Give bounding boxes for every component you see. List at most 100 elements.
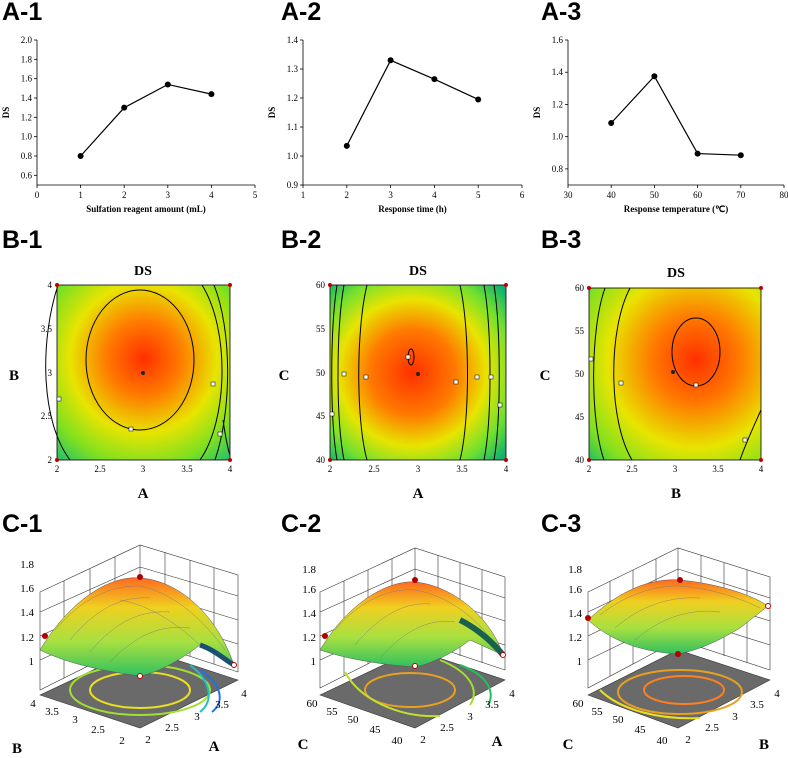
- z-tick-label: 1.4: [20, 607, 34, 619]
- x-tick-label: 3: [194, 711, 200, 723]
- design-point: [677, 577, 683, 583]
- data-point: [651, 73, 658, 80]
- y-tick-label: 0.8: [21, 151, 33, 161]
- y-axis-label-b2: C: [279, 368, 290, 384]
- x-tick-label: 4: [432, 190, 437, 200]
- x-tick-label: 2.5: [368, 464, 380, 474]
- corner-point: [759, 286, 763, 290]
- y-tick-label: 45: [370, 724, 382, 736]
- corner-point: [504, 458, 508, 462]
- y-tick-label: 2: [119, 735, 125, 747]
- y-tick-label: 45: [316, 411, 326, 421]
- design-point: [137, 673, 143, 679]
- design-point: [137, 574, 143, 580]
- contour-marker: [210, 381, 216, 387]
- y-axis-label-a2: DS: [267, 107, 277, 119]
- y-tick-label: 3: [48, 368, 53, 378]
- z-tick-label: 1.4: [302, 608, 316, 620]
- series-line-a3: [610, 75, 741, 156]
- contour-marker: [588, 356, 594, 362]
- surface-low-edge: [458, 617, 506, 657]
- y-tick-label: 2: [48, 455, 53, 465]
- y-axis-label-c2: C: [298, 737, 309, 753]
- contour-marker: [128, 426, 134, 432]
- contour-plot-b3: DS 2 2.5 3 3.5 4 40 45 50 55 60: [540, 266, 764, 502]
- contour-title-b1: DS: [134, 264, 152, 279]
- y-tick-label: 1.4: [287, 35, 299, 45]
- contour-plot-b1: DS 2 2.5 3 3.5 4 2 2.5 3 3.5 4: [9, 264, 233, 502]
- y-tick-label: 1.0: [552, 132, 564, 142]
- y-tick-label: 0.9: [287, 180, 299, 190]
- z-tick-label: 1.2: [568, 632, 582, 644]
- x-tick-label: 3.5: [712, 464, 724, 474]
- contour-marker: [742, 437, 748, 443]
- x-tick-label: 3.5: [456, 464, 468, 474]
- data-point: [737, 152, 744, 159]
- x-tick-label: 2: [420, 734, 426, 746]
- corner-point: [328, 458, 332, 462]
- contour-plot-b2: DS 2 2.5 3 3.5 4 40: [279, 264, 509, 502]
- response-surface: [39, 577, 235, 677]
- x-tick-label: 0: [35, 190, 40, 200]
- floor-contours: [599, 669, 743, 720]
- data-point: [608, 119, 615, 126]
- y-tick-label: 1.2: [287, 93, 298, 103]
- x-tick-label: 4: [774, 688, 780, 700]
- y-tick-label: 40: [392, 735, 404, 747]
- x-tick-label: 3: [388, 190, 393, 200]
- z-tick-label: 1: [577, 656, 583, 668]
- x-tick-label: 80: [780, 190, 788, 200]
- y-tick-label: 45: [635, 724, 647, 736]
- panel-label-a1: A-1: [2, 0, 42, 26]
- panel-label-a2: A-2: [281, 0, 321, 26]
- y-axis-label-c1: B: [12, 741, 22, 757]
- x-tick-label: 6: [520, 190, 525, 200]
- x-axis-label-c3: B: [759, 737, 769, 753]
- surface-plot-c3: 1 1.2 1.4 1.6 1.8 2 2.5 3 3.5 4 40 45 50…: [563, 547, 780, 753]
- x-axis-label-a1: Sulfation reagent amount (mL): [86, 204, 206, 214]
- x-tick-label: 3.5: [750, 699, 764, 711]
- x-tick-label: 3.5: [485, 699, 499, 711]
- design-point: [322, 633, 328, 639]
- y-tick-label: 1.4: [552, 67, 564, 77]
- contour-title-b2: DS: [409, 264, 427, 279]
- contour-title-b3: DS: [667, 266, 685, 281]
- x-axis-label-a3: Response temperature (℃): [624, 204, 728, 214]
- x-axis-label-a2: Response time (h): [378, 204, 447, 214]
- line-chart-a1: 0.6 0.8 1.0 1.2 1.4 1.6 1.8 2.0 0 1 2 3 4 5 Sulfation …: [1, 35, 258, 214]
- design-point: [42, 633, 48, 639]
- design-point: [675, 651, 681, 657]
- x-tick-label: 3: [141, 464, 146, 474]
- x-tick-label: 4: [209, 190, 214, 200]
- data-point: [208, 91, 215, 98]
- surface-plot-c1: 1 1.2 1.4 1.6 1.8 2 2.5 3 3.5 4 2 2.5 3 …: [12, 544, 247, 757]
- y-tick-label: 1.6: [552, 35, 564, 45]
- x-tick-label: 2.5: [165, 722, 179, 734]
- x-tick-label: 3.5: [215, 699, 229, 711]
- series-line-a1: [80, 83, 212, 157]
- z-tick-label: 1: [29, 656, 35, 668]
- y-tick-label: 0.8: [552, 164, 564, 174]
- z-tick-label: 1: [311, 656, 317, 668]
- x-axis-label-c1: A: [209, 739, 220, 755]
- y-tick-label: 0.6: [21, 170, 33, 180]
- design-point: [500, 652, 506, 658]
- y-tick-label: 4: [30, 698, 36, 710]
- z-tick-label: 1.8: [302, 564, 316, 576]
- contour-lines-b1: [45, 284, 231, 461]
- y-tick-label: 4: [48, 280, 53, 290]
- line-chart-a3: 0.8 1.0 1.2 1.4 1.6 30 40 50 60 70 80 Response temp…: [532, 35, 788, 214]
- y-tick-label: 55: [575, 326, 585, 336]
- x-tick-label: 60: [693, 190, 703, 200]
- contour-marker: [363, 374, 369, 380]
- x-tick-label: 4: [241, 688, 247, 700]
- y-tick-label: 1.2: [21, 112, 32, 122]
- x-tick-label: 2: [55, 464, 60, 474]
- contour-marker: [56, 396, 62, 402]
- x-tick-label: 2: [122, 190, 127, 200]
- x-tick-label: 2: [587, 464, 592, 474]
- y-axis-label-a1: DS: [1, 107, 11, 119]
- line-chart-a2: 0.9 1.0 1.1 1.2 1.3 1.4 1 2 3 4 5 6 Response time (h…: [267, 35, 525, 214]
- y-tick-label: 40: [575, 455, 585, 465]
- contour-marker: [618, 380, 624, 386]
